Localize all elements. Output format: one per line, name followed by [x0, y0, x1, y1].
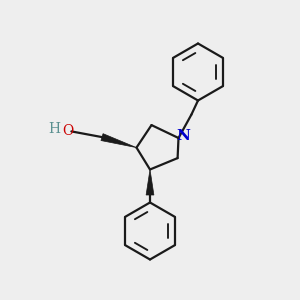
Polygon shape	[146, 169, 154, 195]
Polygon shape	[101, 134, 136, 148]
Text: N: N	[176, 130, 190, 143]
Text: H: H	[48, 122, 60, 136]
Text: O: O	[62, 124, 74, 138]
